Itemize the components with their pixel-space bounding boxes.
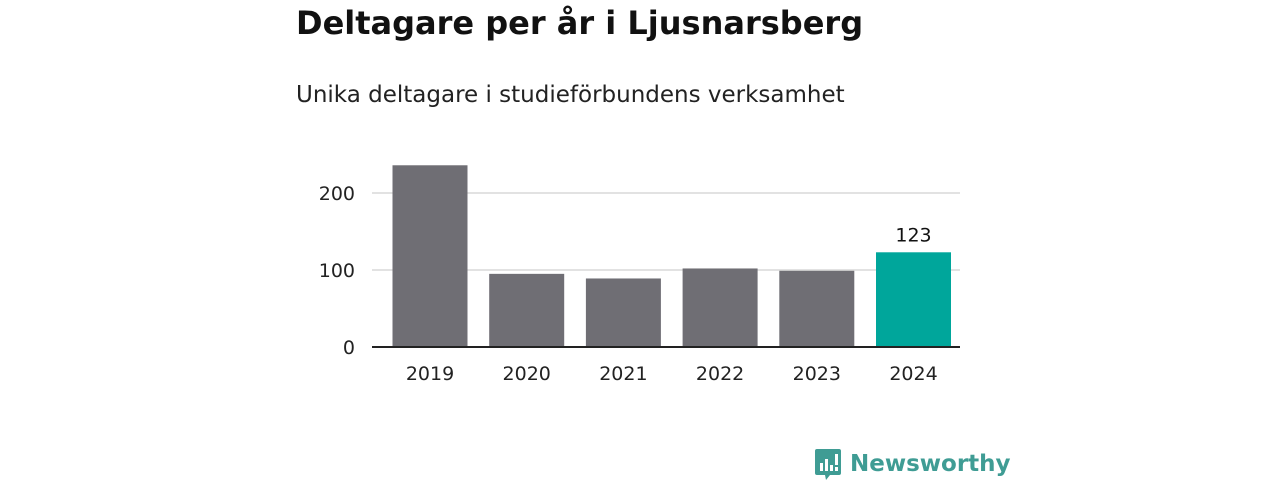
y-tick-label: 0: [343, 337, 355, 359]
x-tick-label: 2024: [889, 363, 937, 385]
bar-2021: [585, 278, 661, 347]
bar-2020: [489, 273, 565, 347]
x-tick-label: 2019: [406, 363, 454, 385]
chart-subtitle: Unika deltagare i studieförbundens verks…: [296, 82, 845, 108]
newsworthy-logo-icon: [815, 449, 841, 480]
bar-2024: [876, 252, 951, 347]
brand-name: Newsworthy: [850, 451, 1011, 477]
x-tick-label: 2020: [503, 363, 551, 385]
y-tick-label: 200: [319, 183, 355, 205]
data-label: 123: [895, 224, 931, 246]
bar-2019: [392, 165, 468, 347]
x-tick-label: 2023: [793, 363, 841, 385]
chart-title: Deltagare per år i Ljusnarsberg: [296, 4, 864, 42]
newsworthy-logo: Newsworthy: [814, 446, 1011, 482]
bar-2023: [779, 270, 855, 347]
x-tick-label: 2021: [599, 363, 647, 385]
bar-2022: [682, 268, 758, 347]
y-tick-label: 100: [319, 260, 355, 282]
x-tick-label: 2022: [696, 363, 744, 385]
